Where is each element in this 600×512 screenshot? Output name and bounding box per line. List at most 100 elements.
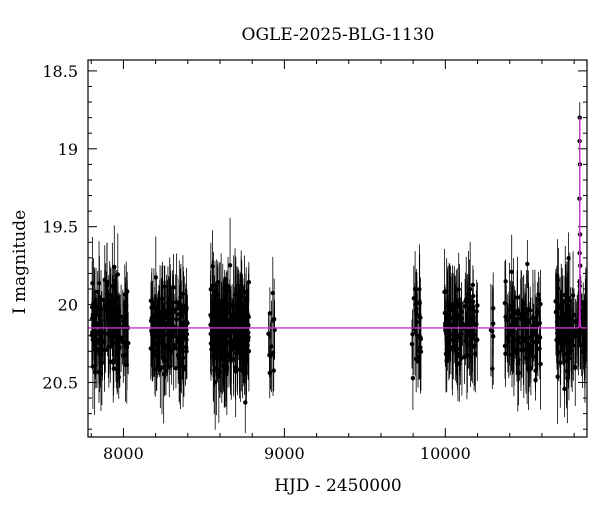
data-point bbox=[240, 317, 245, 377]
point-marker bbox=[100, 347, 105, 353]
data-point bbox=[490, 289, 496, 358]
point-marker bbox=[568, 339, 574, 345]
point-marker bbox=[102, 277, 107, 282]
point-marker bbox=[113, 322, 119, 328]
point-marker bbox=[246, 314, 251, 320]
point-marker bbox=[490, 321, 496, 326]
data-point bbox=[224, 296, 230, 369]
point-marker bbox=[536, 292, 541, 297]
point-marker bbox=[178, 304, 184, 310]
point-marker bbox=[212, 323, 217, 328]
plot-frame bbox=[87, 59, 588, 438]
point-marker bbox=[443, 321, 448, 326]
point-marker bbox=[267, 370, 272, 376]
point-marker bbox=[450, 337, 456, 343]
point-marker bbox=[112, 264, 117, 270]
data-point bbox=[470, 298, 475, 364]
point-marker bbox=[217, 370, 222, 375]
point-marker bbox=[523, 318, 528, 324]
data-point bbox=[175, 326, 181, 384]
data-point bbox=[158, 331, 163, 409]
point-marker bbox=[442, 289, 447, 295]
data-point bbox=[537, 313, 543, 362]
data-point bbox=[215, 268, 220, 352]
point-marker bbox=[271, 368, 276, 373]
point-marker bbox=[217, 317, 222, 322]
data-point bbox=[514, 330, 519, 375]
data-point bbox=[246, 262, 252, 303]
point-marker bbox=[124, 315, 129, 321]
point-marker bbox=[162, 345, 167, 351]
point-marker bbox=[538, 361, 543, 367]
data-point bbox=[472, 305, 477, 364]
point-marker bbox=[220, 310, 225, 315]
data-point bbox=[217, 279, 222, 360]
point-marker bbox=[151, 343, 156, 348]
data-point bbox=[462, 330, 467, 385]
data-point bbox=[232, 248, 238, 342]
data-point bbox=[177, 323, 183, 405]
point-marker bbox=[148, 346, 154, 351]
point-marker bbox=[523, 355, 529, 361]
point-marker bbox=[555, 277, 560, 283]
data-point bbox=[272, 300, 277, 360]
data-point bbox=[171, 283, 176, 340]
point-marker bbox=[503, 314, 508, 320]
point-marker bbox=[454, 351, 460, 356]
point-marker bbox=[583, 311, 587, 316]
point-marker bbox=[239, 286, 244, 291]
point-marker bbox=[111, 360, 116, 366]
point-marker bbox=[559, 305, 564, 311]
data-point bbox=[100, 319, 105, 381]
point-marker bbox=[149, 328, 154, 333]
data-point bbox=[220, 263, 225, 362]
point-marker bbox=[120, 339, 125, 345]
point-marker bbox=[464, 296, 469, 302]
data-point bbox=[533, 335, 539, 379]
point-marker bbox=[115, 319, 121, 324]
point-marker bbox=[165, 332, 171, 337]
point-marker bbox=[245, 338, 251, 343]
data-point bbox=[515, 256, 520, 339]
data-point bbox=[208, 242, 214, 336]
point-marker bbox=[559, 321, 565, 326]
point-marker bbox=[416, 354, 422, 360]
data-point bbox=[211, 282, 216, 325]
point-marker bbox=[157, 311, 163, 316]
point-marker bbox=[96, 339, 102, 344]
point-marker bbox=[466, 342, 471, 347]
point-marker bbox=[161, 314, 166, 319]
data-point bbox=[113, 276, 119, 374]
data-point bbox=[184, 289, 189, 355]
point-marker bbox=[90, 330, 95, 335]
point-marker bbox=[224, 330, 230, 335]
data-point bbox=[555, 301, 560, 381]
y-axis-label: I magnitude bbox=[10, 210, 30, 314]
data-point bbox=[162, 265, 167, 308]
data-point bbox=[237, 288, 243, 387]
data-point bbox=[571, 309, 576, 381]
point-marker bbox=[211, 301, 216, 306]
point-marker bbox=[470, 328, 475, 333]
data-point bbox=[414, 281, 420, 364]
point-marker bbox=[175, 352, 181, 358]
point-marker bbox=[223, 335, 229, 341]
point-marker bbox=[181, 364, 186, 369]
x-tick-label: 8000 bbox=[103, 444, 144, 463]
x-tick-label: 10000 bbox=[420, 444, 471, 463]
point-marker bbox=[502, 300, 508, 306]
y-tick-label: 19 bbox=[58, 140, 78, 159]
data-point bbox=[458, 297, 463, 385]
data-point bbox=[271, 349, 276, 392]
data-point bbox=[410, 346, 416, 410]
point-marker bbox=[271, 316, 277, 322]
data-point bbox=[178, 263, 184, 351]
point-marker bbox=[466, 291, 471, 297]
point-marker bbox=[475, 337, 480, 343]
data-point bbox=[445, 265, 451, 344]
data-point bbox=[511, 302, 516, 345]
y-tick-label: 20 bbox=[58, 296, 78, 315]
point-marker bbox=[473, 351, 478, 356]
point-marker bbox=[234, 349, 240, 354]
